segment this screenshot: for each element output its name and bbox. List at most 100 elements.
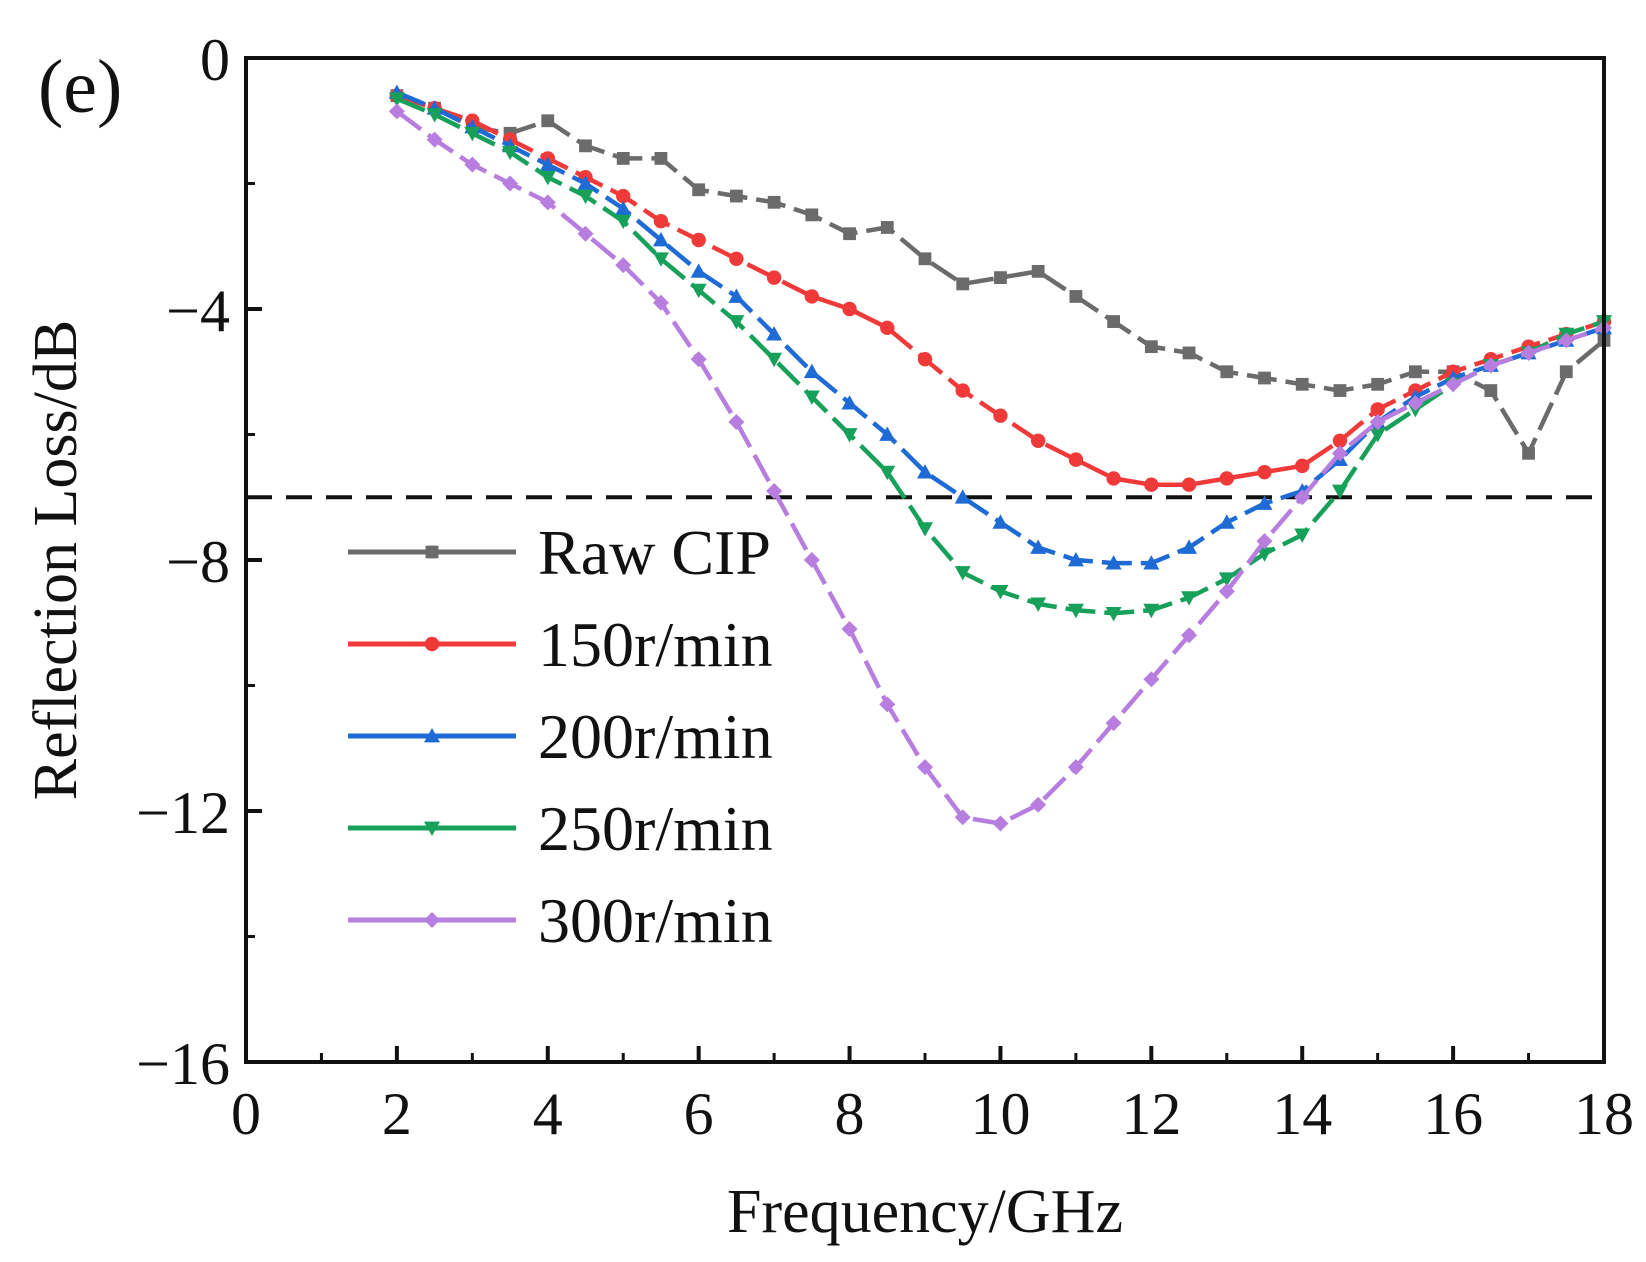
- data-point-300r-min: [1067, 759, 1084, 776]
- data-point-raw-cip: [729, 189, 743, 203]
- x-tick-label: 8: [835, 1081, 865, 1147]
- legend-label-raw-cip: Raw CIP: [538, 517, 771, 588]
- data-point-300r-min: [1407, 395, 1424, 412]
- y-axis-title: Reflection Loss/dB: [22, 320, 90, 800]
- data-point-150r-min: [842, 301, 857, 317]
- legend-marker-250r-min: [424, 821, 440, 836]
- data-point-250r-min: [1256, 547, 1273, 562]
- data-point-150r-min: [1295, 458, 1310, 474]
- y-tick-label: −8: [166, 529, 230, 595]
- data-point-200r-min: [1067, 552, 1084, 567]
- data-point-200r-min: [690, 263, 707, 278]
- data-point-150r-min: [1144, 477, 1159, 492]
- data-point-300r-min: [1030, 796, 1047, 813]
- data-point-250r-min: [577, 189, 594, 205]
- data-point-300r-min: [1482, 357, 1499, 374]
- data-point-raw-cip: [1144, 340, 1158, 354]
- data-point-raw-cip: [1258, 371, 1271, 385]
- data-point-raw-cip: [654, 152, 668, 165]
- data-point-200r-min: [841, 395, 858, 410]
- data-point-300r-min: [1520, 344, 1537, 361]
- legend-entry-raw-cip: Raw CIP: [348, 517, 771, 588]
- legend-label-150r-min: 150r/min: [538, 609, 773, 680]
- legend-entry-150r-min: 150r/min: [348, 609, 773, 680]
- series-300r-min: [388, 103, 1612, 832]
- data-point-200r-min: [879, 426, 896, 441]
- data-point-raw-cip: [692, 183, 706, 197]
- data-point-200r-min: [992, 514, 1009, 529]
- legend-entry-250r-min: 250r/min: [348, 793, 773, 864]
- series-line-200r-min: [396, 90, 1605, 566]
- data-point-300r-min: [1181, 627, 1198, 644]
- data-point-150r-min: [880, 320, 895, 336]
- series-line-raw-cip: [396, 93, 1606, 456]
- data-point-200r-min: [577, 175, 594, 190]
- data-point-150r-min: [955, 383, 970, 398]
- data-point-300r-min: [426, 131, 443, 148]
- data-point-300r-min: [652, 294, 669, 311]
- data-point-150r-min: [766, 270, 782, 285]
- data-point-300r-min: [766, 482, 783, 499]
- data-point-200r-min: [1143, 555, 1160, 570]
- data-point-150r-min: [1181, 477, 1197, 492]
- data-point-200r-min: [539, 156, 556, 172]
- legend-marker-raw-cip: [425, 545, 439, 559]
- y-tick-label: −16: [136, 1031, 230, 1097]
- data-point-300r-min: [1143, 671, 1160, 688]
- data-point-raw-cip: [767, 195, 781, 209]
- data-point-raw-cip: [1069, 290, 1083, 303]
- data-point-250r-min: [388, 92, 405, 107]
- data-point-150r-min: [1068, 452, 1084, 467]
- series-150r-min: [389, 88, 1612, 492]
- data-point-300r-min: [1331, 445, 1348, 462]
- data-point-150r-min: [729, 251, 744, 266]
- legend-label-300r-min: 300r/min: [538, 885, 773, 956]
- data-point-150r-min: [917, 352, 933, 367]
- data-point-300r-min: [1369, 413, 1386, 430]
- series-250r-min: [388, 92, 1612, 622]
- data-point-200r-min: [766, 326, 783, 341]
- data-point-raw-cip: [579, 139, 592, 153]
- data-point-raw-cip: [616, 152, 630, 165]
- data-point-raw-cip: [1295, 377, 1309, 391]
- data-point-200r-min: [1105, 555, 1122, 570]
- data-point-250r-min: [1218, 572, 1235, 587]
- data-point-300r-min: [992, 815, 1009, 832]
- data-point-raw-cip: [541, 114, 555, 128]
- data-point-250r-min: [992, 584, 1009, 600]
- x-tick-label: 4: [533, 1081, 563, 1147]
- data-point-200r-min: [1218, 514, 1235, 529]
- data-point-300r-min: [879, 696, 896, 713]
- legend-marker-150r-min: [424, 636, 440, 652]
- data-point-raw-cip: [956, 277, 970, 291]
- data-point-raw-cip: [805, 208, 819, 222]
- ticks-layer: 0 2 4 6 8 10 12 14 16 18 0 −4 −8 −12 −16: [136, 27, 1634, 1147]
- data-point-raw-cip: [1522, 446, 1535, 460]
- data-point-250r-min: [1181, 591, 1198, 606]
- x-tick-label: 14: [1272, 1081, 1332, 1147]
- data-point-300r-min: [577, 225, 594, 242]
- data-point-200r-min: [728, 288, 745, 303]
- data-point-150r-min: [1370, 402, 1385, 417]
- data-point-300r-min: [1218, 583, 1235, 600]
- data-point-150r-min: [1332, 433, 1348, 448]
- legend-entry-300r-min: 300r/min: [348, 885, 773, 956]
- data-point-300r-min: [728, 413, 745, 430]
- data-point-250r-min: [879, 465, 896, 481]
- data-point-150r-min: [1030, 433, 1046, 448]
- data-point-300r-min: [803, 552, 820, 568]
- series-layer: [388, 84, 1612, 832]
- x-tick-label: 2: [382, 1081, 412, 1147]
- legend-label-200r-min: 200r/min: [538, 701, 773, 772]
- x-tick-label: 18: [1574, 1081, 1634, 1147]
- data-point-250r-min: [690, 283, 707, 299]
- data-point-300r-min: [388, 103, 405, 120]
- data-point-250r-min: [615, 214, 632, 230]
- data-point-150r-min: [1257, 464, 1272, 480]
- data-point-300r-min: [841, 621, 858, 638]
- x-tick-label: 12: [1121, 1081, 1181, 1147]
- x-tick-label: 6: [684, 1081, 714, 1147]
- data-point-250r-min: [502, 145, 519, 161]
- data-point-300r-min: [615, 257, 632, 274]
